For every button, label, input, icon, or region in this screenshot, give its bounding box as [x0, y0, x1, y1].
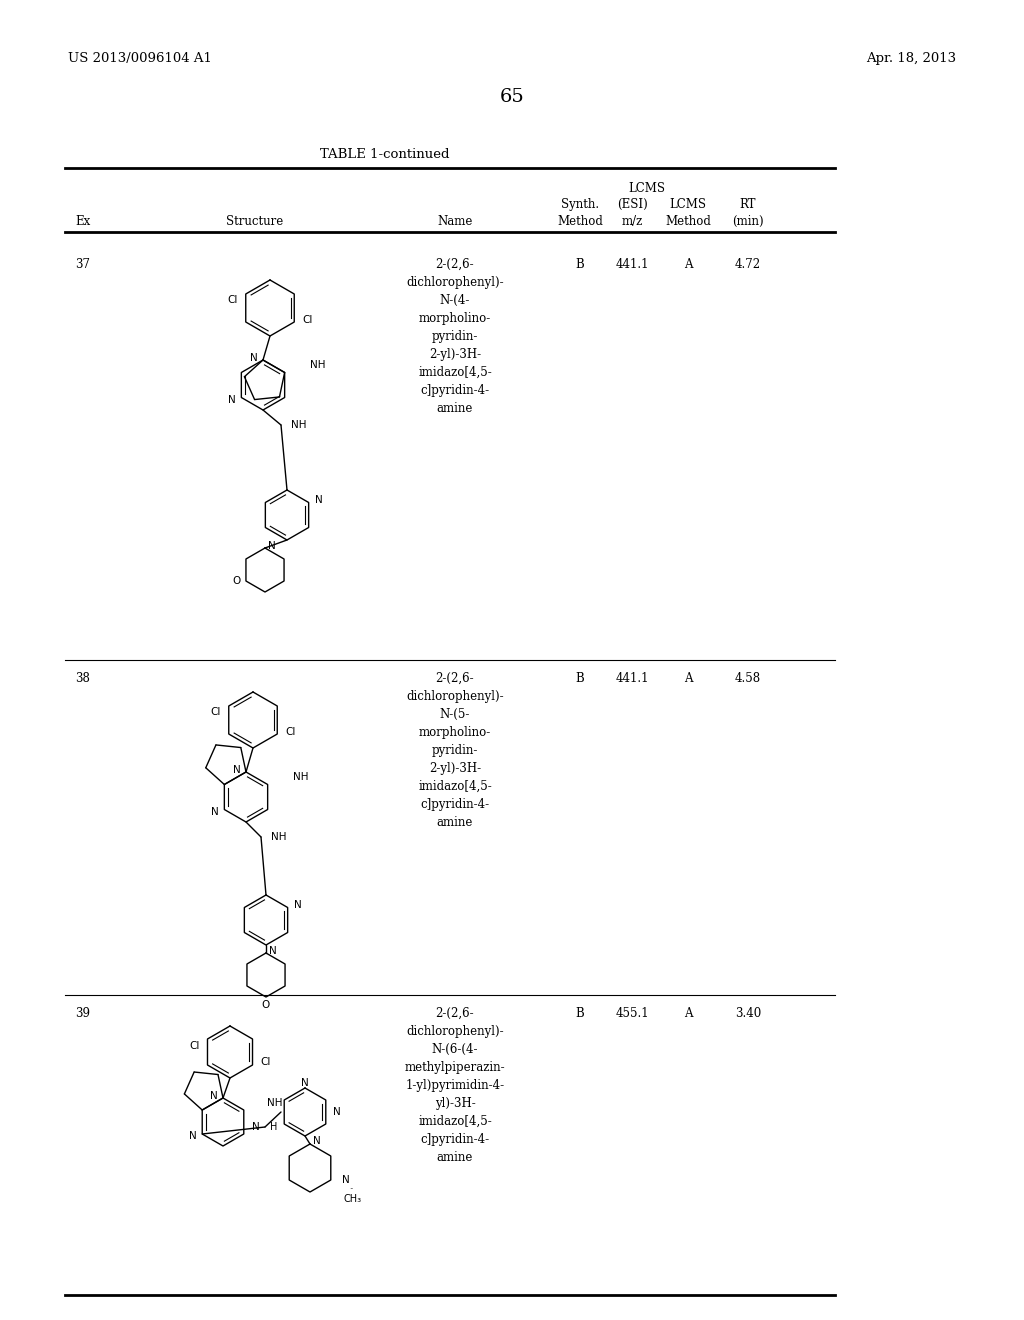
Text: (ESI): (ESI): [616, 198, 647, 211]
Text: 3.40: 3.40: [735, 1007, 761, 1020]
Text: N: N: [250, 352, 258, 363]
Text: A: A: [684, 672, 692, 685]
Text: 2-(2,6-
dichlorophenyl)-
N-(4-
morpholino-
pyridin-
2-yl)-3H-
imidazo[4,5-
c]pyr: 2-(2,6- dichlorophenyl)- N-(4- morpholin…: [407, 257, 504, 414]
Text: N: N: [301, 1078, 309, 1088]
Text: A: A: [684, 257, 692, 271]
Text: 38: 38: [75, 672, 90, 685]
Text: NH: NH: [267, 1098, 283, 1107]
Text: CH₃: CH₃: [344, 1195, 362, 1204]
Text: m/z: m/z: [622, 215, 643, 228]
Text: 37: 37: [75, 257, 90, 271]
Text: N: N: [228, 395, 236, 405]
Text: 2-(2,6-
dichlorophenyl)-
N-(5-
morpholino-
pyridin-
2-yl)-3H-
imidazo[4,5-
c]pyr: 2-(2,6- dichlorophenyl)- N-(5- morpholin…: [407, 672, 504, 829]
Text: Method: Method: [665, 215, 711, 228]
Text: 455.1: 455.1: [615, 1007, 649, 1020]
Text: 39: 39: [75, 1007, 90, 1020]
Text: NH: NH: [291, 420, 306, 430]
Text: ˉ: ˉ: [349, 1189, 352, 1195]
Text: 65: 65: [500, 88, 524, 106]
Text: Cl: Cl: [211, 708, 221, 717]
Text: RT: RT: [739, 198, 757, 211]
Text: US 2013/0096104 A1: US 2013/0096104 A1: [68, 51, 212, 65]
Text: NH: NH: [293, 772, 308, 781]
Text: B: B: [575, 672, 585, 685]
Text: N: N: [315, 495, 323, 506]
Text: Structure: Structure: [226, 215, 284, 228]
Text: 4.72: 4.72: [735, 257, 761, 271]
Text: 441.1: 441.1: [615, 672, 649, 685]
Text: N: N: [294, 900, 302, 909]
Text: LCMS: LCMS: [670, 198, 707, 211]
Text: H: H: [270, 1122, 278, 1133]
Text: TABLE 1-continued: TABLE 1-continued: [321, 148, 450, 161]
Text: Cl: Cl: [260, 1057, 270, 1067]
Text: O: O: [232, 576, 241, 586]
Text: N: N: [268, 541, 275, 550]
Text: Name: Name: [437, 215, 473, 228]
Text: 441.1: 441.1: [615, 257, 649, 271]
Text: Cl: Cl: [227, 294, 238, 305]
Text: N: N: [269, 946, 276, 956]
Text: 2-(2,6-
dichlorophenyl)-
N-(6-(4-
methylpiperazin-
1-yl)pyrimidin-4-
yl)-3H-
imi: 2-(2,6- dichlorophenyl)- N-(6-(4- methyl…: [404, 1007, 505, 1164]
Text: NH: NH: [271, 832, 287, 842]
Text: N: N: [189, 1131, 197, 1142]
Text: 4.58: 4.58: [735, 672, 761, 685]
Text: N: N: [252, 1122, 260, 1133]
Text: Cl: Cl: [302, 315, 312, 325]
Text: N: N: [313, 1137, 321, 1146]
Text: N: N: [333, 1107, 341, 1117]
Text: N: N: [210, 1092, 218, 1101]
Text: Cl: Cl: [189, 1041, 200, 1051]
Text: LCMS: LCMS: [629, 182, 666, 195]
Text: Ex: Ex: [75, 215, 90, 228]
Text: N: N: [211, 807, 219, 817]
Text: O: O: [262, 1001, 270, 1010]
Text: Synth.: Synth.: [561, 198, 599, 211]
Text: Apr. 18, 2013: Apr. 18, 2013: [866, 51, 956, 65]
Text: A: A: [684, 1007, 692, 1020]
Text: Method: Method: [557, 215, 603, 228]
Text: N: N: [233, 766, 241, 775]
Text: Cl: Cl: [285, 727, 295, 737]
Text: (min): (min): [732, 215, 764, 228]
Text: B: B: [575, 1007, 585, 1020]
Text: NH: NH: [310, 360, 326, 370]
Text: B: B: [575, 257, 585, 271]
Text: N: N: [342, 1175, 350, 1185]
